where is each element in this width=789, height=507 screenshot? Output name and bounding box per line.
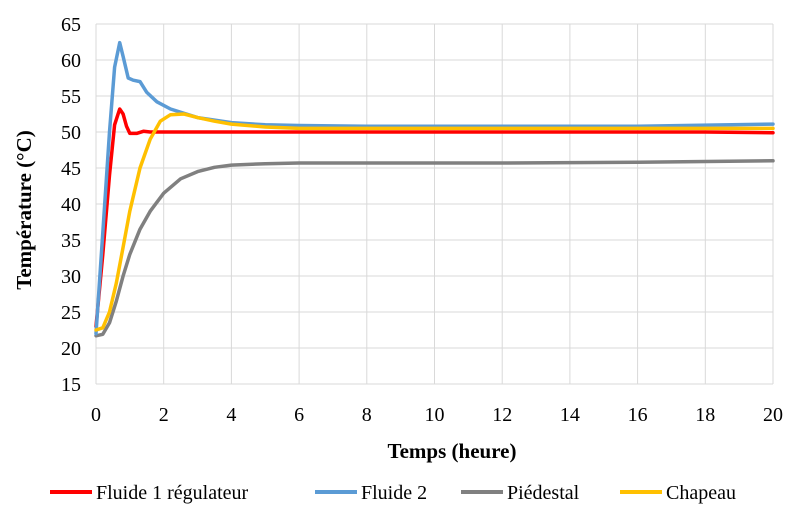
y-tick-label: 30: [61, 266, 81, 288]
y-tick-label: 50: [61, 122, 81, 144]
x-tick-label: 4: [226, 404, 236, 426]
y-tick-label: 60: [61, 50, 81, 72]
x-tick-label: 14: [560, 404, 580, 426]
series-line-fluide-2: [94, 40, 775, 336]
legend-label: Fluide 2: [361, 482, 427, 504]
x-tick-label: 18: [695, 404, 715, 426]
y-tick-label: 25: [61, 302, 81, 324]
y-axis-tick-labels: 15 20 25 30 35 40 45 50 55 60 65: [61, 14, 81, 396]
legend-label: Piédestal: [507, 482, 580, 504]
x-axis-title: Temps (heure): [388, 439, 517, 463]
x-tick-label: 16: [628, 404, 648, 426]
series-lines: [94, 40, 775, 338]
legend: Fluide 1 régulateur Fluide 2 Piédestal Chap…: [50, 482, 736, 504]
y-tick-label: 35: [61, 230, 81, 252]
y-tick-label: 45: [61, 158, 81, 180]
y-tick-label: 55: [61, 86, 81, 108]
y-tick-label: 15: [61, 374, 81, 396]
x-tick-label: 12: [492, 404, 512, 426]
x-tick-label: 8: [362, 404, 372, 426]
y-axis-title: Température (°C): [12, 130, 36, 289]
series-line-pi-destal: [94, 159, 775, 338]
grid: [95, 23, 774, 385]
x-tick-label: 2: [159, 404, 169, 426]
y-tick-label: 65: [61, 14, 81, 36]
y-tick-label: 40: [61, 194, 81, 216]
x-tick-label: 20: [763, 404, 783, 426]
x-axis-tick-labels: 0 2 4 6 8 10 12 14 16 18 20: [91, 404, 783, 426]
series-line-chapeau: [94, 112, 775, 332]
x-tick-label: 10: [425, 404, 445, 426]
x-tick-label: 6: [294, 404, 304, 426]
series-line-fluide-1-r-gulateur: [94, 107, 775, 329]
y-tick-label: 20: [61, 338, 81, 360]
x-tick-label: 0: [91, 404, 101, 426]
legend-label: Fluide 1 régulateur: [96, 482, 249, 504]
legend-label: Chapeau: [666, 482, 736, 504]
